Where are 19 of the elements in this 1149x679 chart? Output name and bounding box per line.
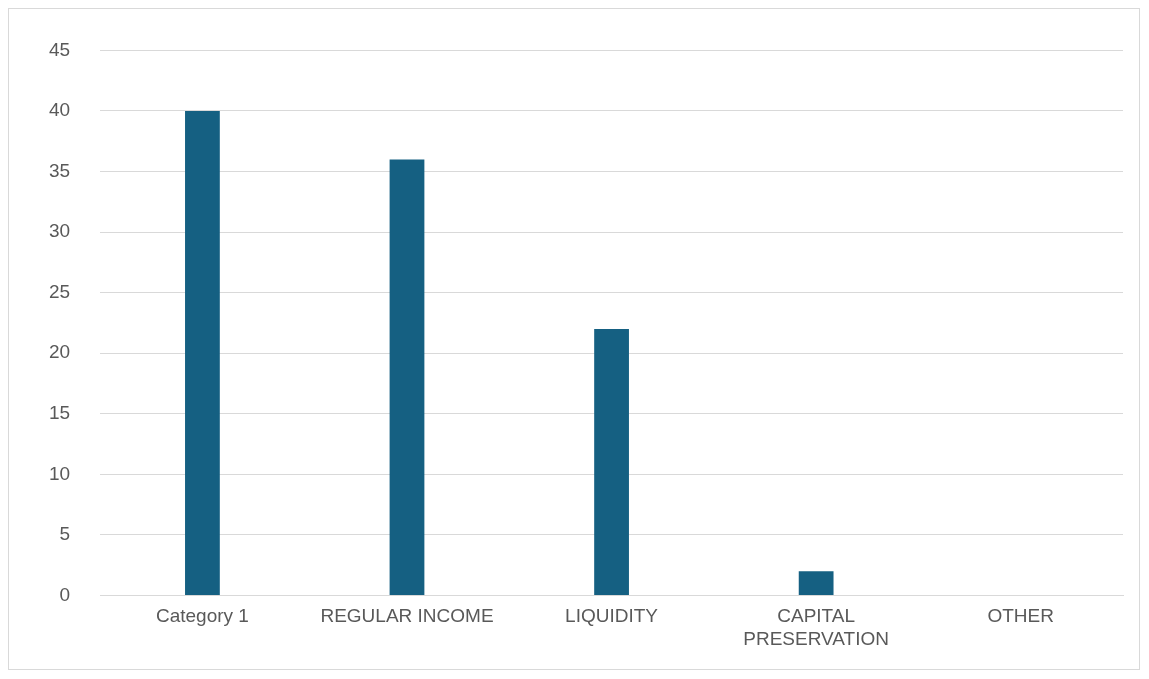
y-tick-label: 35 — [48, 159, 71, 181]
y-tick-label: 5 — [59, 523, 71, 545]
bar — [185, 110, 220, 595]
bar — [594, 328, 629, 595]
bar — [798, 571, 834, 595]
y-tick-label: 30 — [48, 220, 71, 242]
x-tick-label: LIQUIDITY — [565, 605, 659, 627]
y-tick-label: 0 — [59, 583, 71, 605]
y-tick-label: 45 — [48, 38, 71, 60]
bar — [389, 159, 425, 595]
x-tick-label: REGULAR INCOME — [320, 605, 494, 627]
x-tick-label: CAPITAL PRESERVATION — [743, 605, 889, 649]
y-tick-label: 10 — [48, 462, 71, 484]
x-tick-label: OTHER — [987, 605, 1054, 627]
x-tick-label: Category 1 — [155, 605, 249, 627]
y-tick-label: 25 — [48, 280, 71, 302]
y-tick-label: 20 — [48, 341, 71, 363]
y-tick-label: 40 — [48, 99, 71, 121]
y-tick-label: 15 — [48, 401, 71, 423]
